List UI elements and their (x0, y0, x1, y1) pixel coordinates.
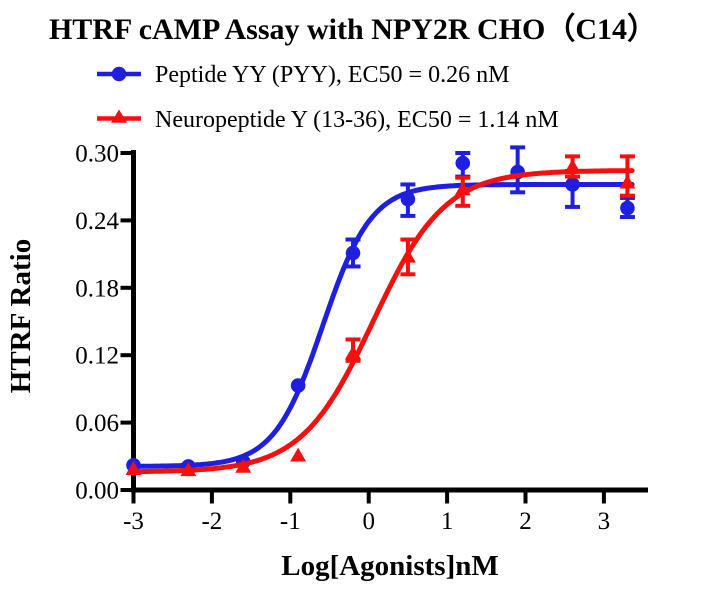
data-point-circle (290, 378, 306, 393)
legend-triangle-icon (111, 109, 127, 123)
y-tick-label: 0.00 (75, 478, 119, 505)
legend-label-pyy: Peptide YY (PYY), EC50 = 0.26 nM (155, 62, 509, 88)
legend: Peptide YY (PYY), EC50 = 0.26 nM Neurope… (97, 62, 559, 133)
y-tick-label: 0.18 (75, 275, 119, 302)
data-point-triangle (180, 462, 197, 477)
x-tick-label: 3 (598, 508, 611, 535)
data-point-circle (345, 245, 361, 261)
x-axis-title: Log[Agonists]nM (281, 550, 499, 582)
legend-label-npy: Neuropeptide Y (13-36), EC50 = 1.14 nM (155, 107, 559, 133)
y-tick-label: 0.30 (75, 141, 119, 168)
x-tick-label: -1 (280, 508, 301, 535)
data-point-triangle (125, 461, 142, 475)
data-point-triangle (564, 158, 581, 173)
y-axis-title: HTRF Ratio (5, 239, 37, 393)
data-point-triangle (454, 181, 471, 196)
x-tick-label: -2 (201, 508, 222, 535)
data-point-triangle (235, 458, 252, 473)
y-tick-label: 0.12 (75, 343, 119, 370)
x-tick-label: -3 (123, 508, 144, 535)
x-tick-label: 1 (441, 508, 454, 535)
data-point-circle (565, 177, 580, 192)
data-point-circle (620, 200, 635, 216)
x-tick-label: 2 (519, 508, 532, 535)
plot-area: -3 -2 -1 0 1 2 3 0.00 0.06 0.12 0.18 0.24 0.30 (75, 141, 648, 535)
data-point-triangle (345, 345, 362, 360)
fit-curve-pyy (131, 182, 635, 469)
legend-markers (97, 66, 141, 123)
data-point-triangle (290, 447, 307, 462)
data-point-triangle (619, 174, 636, 189)
data-point-circle (455, 155, 471, 171)
fit-curve-npy (131, 168, 635, 475)
y-tick-label: 0.24 (75, 208, 119, 235)
data-point-circle (400, 191, 416, 207)
chart-title: HTRF cAMP Assay with NPY2R CHO（C14） (49, 12, 657, 46)
legend-circle-icon (111, 66, 127, 82)
data-point-triangle (399, 248, 416, 263)
x-tick-label: 0 (362, 508, 375, 535)
y-tick-label: 0.06 (75, 410, 119, 437)
